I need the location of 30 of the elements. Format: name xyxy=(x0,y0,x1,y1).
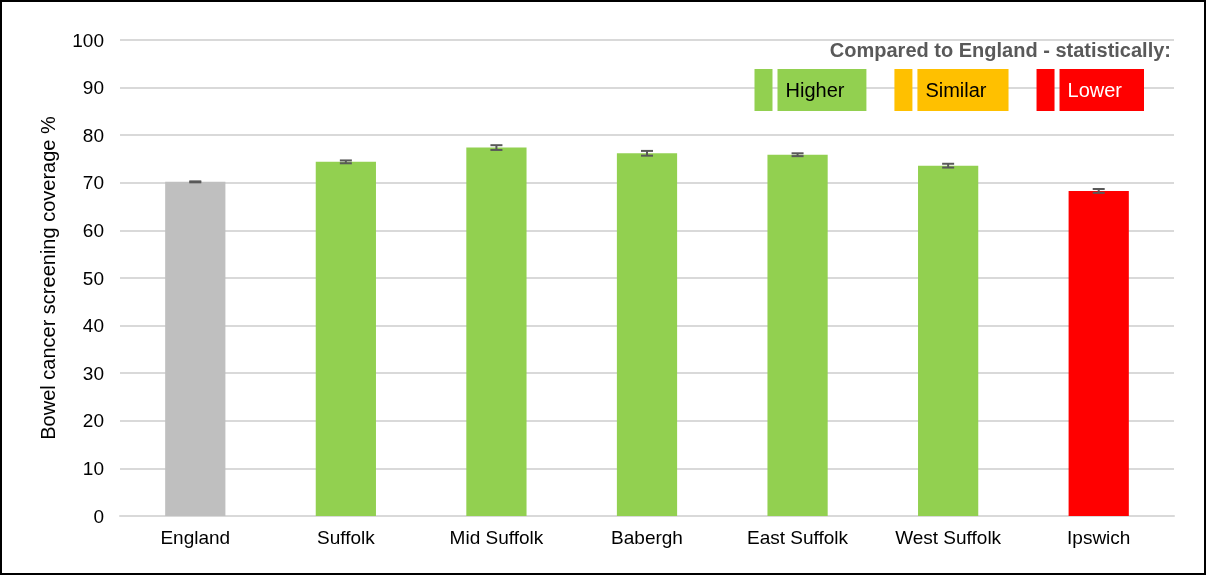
bar xyxy=(918,165,979,516)
x-tick-label: East Suffolk xyxy=(747,527,849,548)
x-tick-label: West Suffolk xyxy=(895,527,1002,548)
y-tick-label: 20 xyxy=(82,410,104,432)
x-tick-label: England xyxy=(160,527,231,548)
y-axis-title: Bowel cancer screening coverage % xyxy=(37,116,59,440)
x-tick-label: Babergh xyxy=(611,527,683,548)
bar xyxy=(315,161,376,516)
y-tick-label: 10 xyxy=(82,457,104,479)
y-tick-label: 60 xyxy=(82,219,104,241)
y-tick-label: 70 xyxy=(82,172,104,194)
legend-title: Compared to England - statistically: xyxy=(829,39,1172,61)
x-tick-label: Suffolk xyxy=(316,527,376,548)
bar xyxy=(165,181,226,516)
bar xyxy=(767,154,828,516)
y-tick-label: 0 xyxy=(93,505,104,527)
y-tick-label: 30 xyxy=(82,362,104,384)
legend-label: Higher xyxy=(785,79,845,101)
bar xyxy=(1068,190,1129,516)
y-tick-label: 100 xyxy=(72,29,104,51)
y-tick-label: 40 xyxy=(82,315,104,337)
legend-label: Similar xyxy=(925,79,987,101)
bar xyxy=(466,147,527,516)
y-tick-label: 50 xyxy=(82,267,104,289)
x-tick-label: Mid Suffolk xyxy=(449,527,544,548)
y-tick-label: 90 xyxy=(82,77,104,99)
legend-label: Lower xyxy=(1067,79,1123,101)
bar xyxy=(616,153,678,516)
y-tick-label: 80 xyxy=(82,124,104,146)
x-tick-label: Ipswich xyxy=(1067,527,1131,548)
